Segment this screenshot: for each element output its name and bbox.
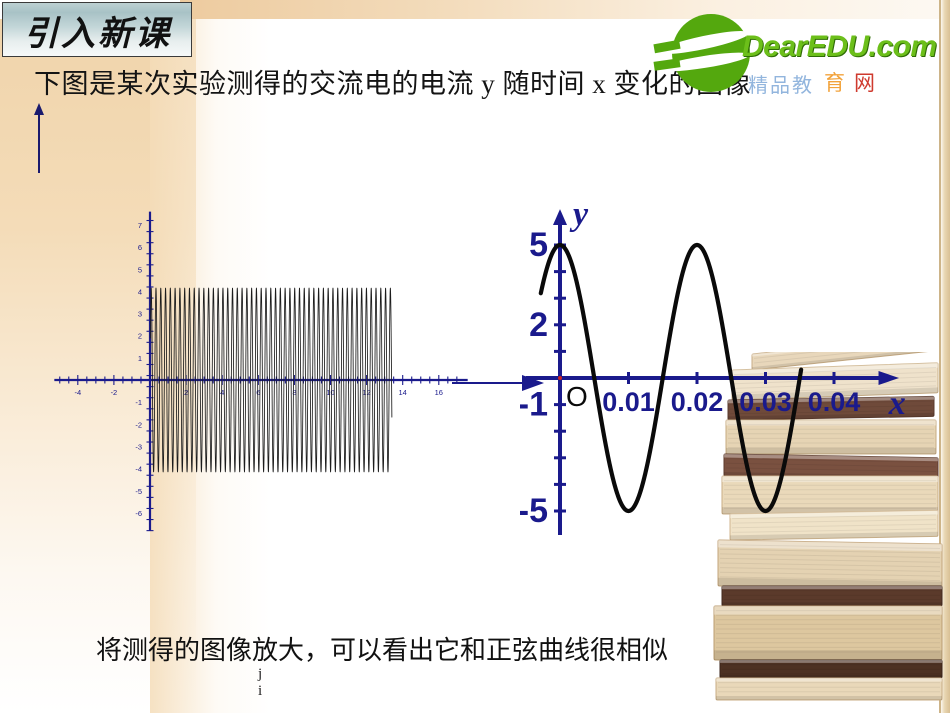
- chart-magnified-sine: y x O 5 2 -1 -5 0.01 0.02 0.03 0.04: [520, 118, 950, 618]
- y-tick-label: -4: [135, 465, 142, 474]
- y-tick-label: -6: [135, 509, 142, 518]
- x-tick-label: 0.01: [602, 387, 655, 417]
- background-right-strip-line: [939, 0, 941, 713]
- x-tick-label: 14: [399, 388, 407, 397]
- x-tick-label: 4: [220, 388, 224, 397]
- y-tick-label: 6: [138, 243, 142, 252]
- caption-mark-line-1: j: [258, 666, 263, 682]
- book-stack-image: [713, 352, 949, 701]
- x-tick-label: 10: [326, 388, 334, 397]
- y-tick-label: -1: [520, 386, 548, 424]
- origin-label: O: [566, 381, 588, 412]
- y-tick-label: 4: [138, 287, 142, 296]
- y-tick-label: 1: [138, 354, 142, 363]
- page-caption: 将测得的图像放大，可以看出它和正弦曲线很相似: [96, 636, 669, 665]
- logo-sub-char-2: 网: [854, 71, 884, 95]
- logo-wordmark: DearEDU.com: [742, 30, 937, 63]
- y-tick-label: 5: [138, 265, 142, 274]
- background-right-strip: [940, 0, 950, 713]
- x-tick-label: 0.02: [671, 387, 724, 417]
- y-tick-label: -2: [135, 420, 142, 429]
- background-top-strip: [180, 0, 950, 19]
- chart-raw-measurement: -4 -2 2 4 6 8 10 12 14 16 7 6 5 4 3 2 1 -1 -2 -3 -4 -5 -6: [26, 112, 546, 617]
- page-title: 下图是某次实验测得的交流电的电流 y 随时间 x 变化的图像: [34, 69, 751, 99]
- x-tick-label: 0.04: [808, 387, 861, 417]
- y-tick-label: 2: [529, 306, 548, 344]
- x-tick-label: 12: [362, 388, 370, 397]
- y-tick-label: -3: [135, 442, 142, 451]
- chart-magnified-sine-svg: y x O 5 2 -1 -5 0.01 0.02 0.03 0.04: [520, 196, 906, 535]
- caption-mark-line-2: i: [258, 683, 263, 699]
- x-axis-label: x: [888, 385, 906, 422]
- raw-signal-path: [149, 287, 393, 473]
- up-arrow-icon: [34, 103, 44, 173]
- y-tick-label: -5: [135, 487, 142, 496]
- y-tick-label: 3: [138, 310, 142, 319]
- y-tick-label: 2: [138, 332, 142, 341]
- y-tick-label: -1: [135, 398, 142, 407]
- y-tick-label: 7: [138, 221, 142, 230]
- section-chip: 引入新课: [2, 2, 192, 57]
- x-tick-label: 6: [256, 388, 260, 397]
- x-tick-label: -4: [74, 388, 81, 397]
- x-tick-label: 8: [292, 388, 296, 397]
- sine-curve-path: [538, 242, 804, 514]
- x-tick-label: 16: [435, 388, 443, 397]
- y-axis-label: y: [569, 196, 589, 233]
- x-tick-label: 0.03: [739, 387, 792, 417]
- caption-mark: j i: [258, 666, 262, 700]
- brand-logo: DearEDU.com 精品教 育网: [653, 14, 950, 104]
- section-chip-label: 引入新课: [24, 16, 172, 53]
- x-tick-label: -2: [111, 388, 118, 397]
- logo-sub-text: 精品教: [748, 75, 814, 97]
- logo-sub-char-1: 育: [824, 71, 854, 95]
- logo-sub-chars: 育网: [824, 67, 884, 97]
- y-tick-label: 5: [529, 226, 548, 264]
- y-tick-label: -5: [520, 492, 548, 530]
